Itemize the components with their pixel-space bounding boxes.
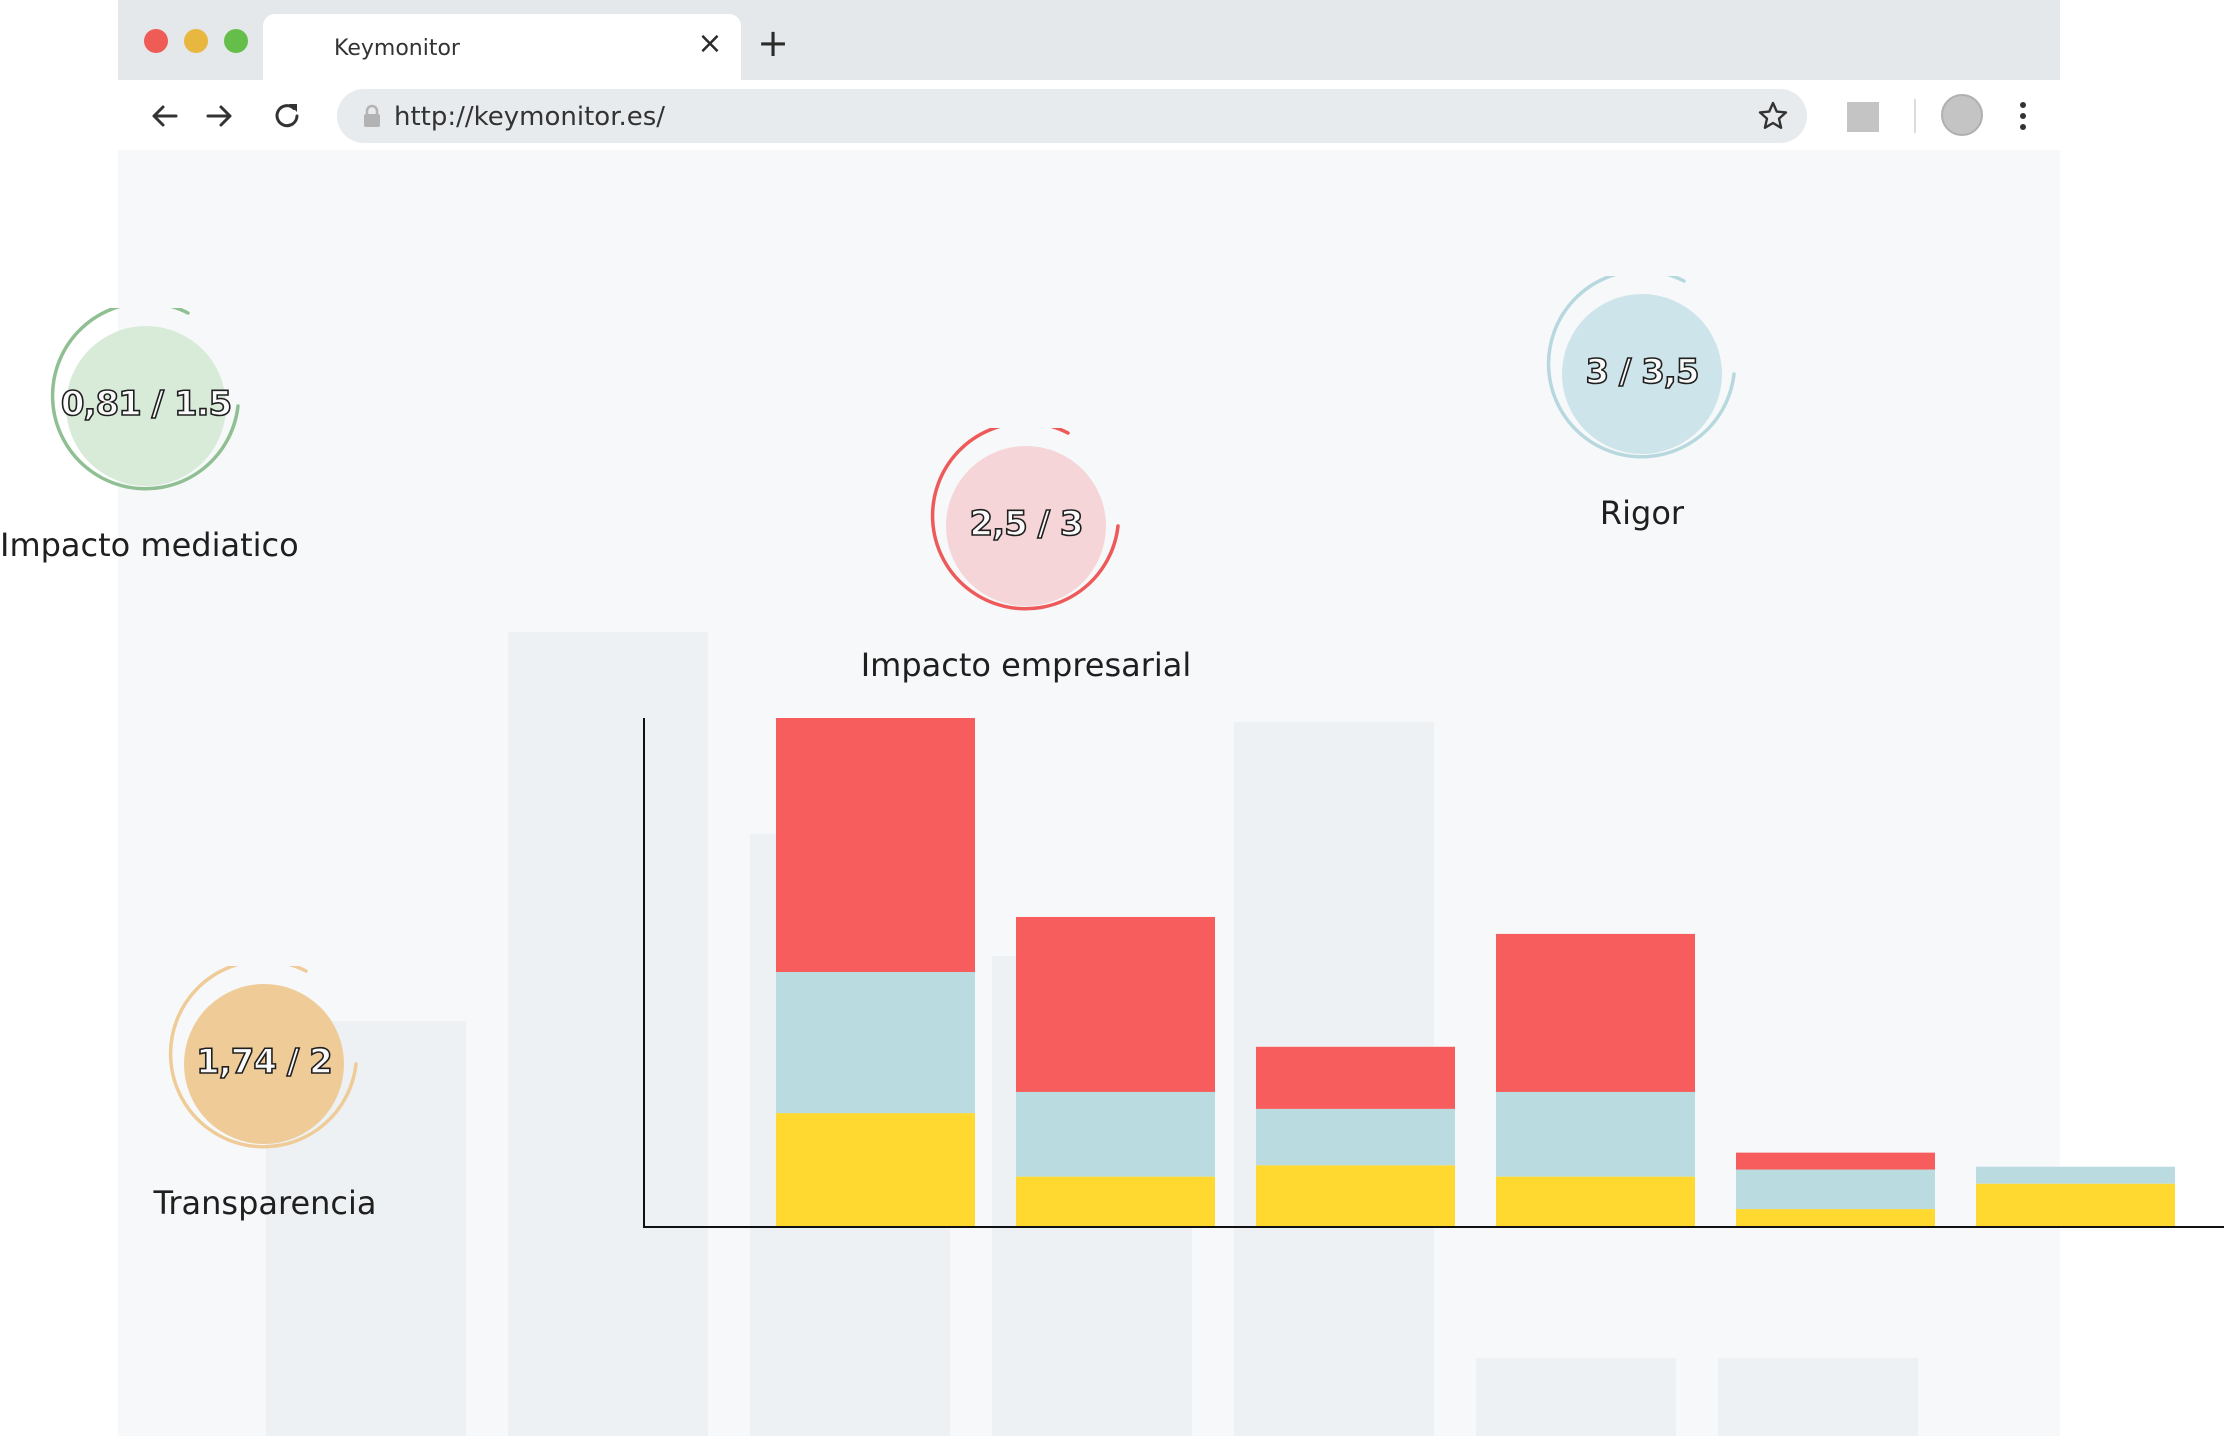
close-icon[interactable]: × bbox=[697, 26, 723, 61]
gauge-label: Rigor bbox=[1599, 494, 1685, 532]
url-text[interactable]: http://keymonitor.es/ bbox=[394, 102, 666, 132]
gauge-label: Impacto mediatico bbox=[0, 526, 299, 564]
gauge-impacto-mediatico: 0,81 / 1.5 bbox=[48, 308, 244, 504]
extension-icon[interactable] bbox=[1847, 102, 1879, 132]
gauge-ring bbox=[168, 966, 358, 1149]
gauge-ring bbox=[1546, 276, 1736, 459]
background-bar bbox=[1476, 1358, 1676, 1436]
gauge-transparencia: 1,74 / 2 bbox=[166, 966, 362, 1162]
reload-icon[interactable] bbox=[269, 98, 305, 134]
background-bar bbox=[508, 632, 708, 1436]
background-bar bbox=[992, 956, 1192, 1436]
background-bar bbox=[750, 834, 950, 1436]
background-bar bbox=[1234, 722, 1434, 1436]
gauge-ring bbox=[50, 308, 240, 491]
bookmark-star-icon[interactable] bbox=[1757, 100, 1789, 132]
gauge-value: 0,81 / 1.5 bbox=[60, 383, 233, 425]
background-bar bbox=[1718, 1358, 1918, 1436]
gauge-value: 2,5 / 3 bbox=[969, 503, 1085, 545]
lock-icon bbox=[364, 104, 380, 127]
browser-toolbar: http://keymonitor.es/ bbox=[118, 80, 2060, 150]
tab-bar: Keymonitor × + bbox=[118, 0, 2060, 80]
gauge-rigor: 3 / 3,5 bbox=[1544, 276, 1740, 472]
menu-kebab-icon[interactable] bbox=[2018, 100, 2028, 132]
plus-icon[interactable]: + bbox=[757, 21, 789, 65]
browser-window: Keymonitor × + http://keymonitor.es/ bbox=[118, 0, 2060, 1436]
gauge-impacto-empresarial: 2,5 / 3 bbox=[928, 428, 1124, 624]
profile-avatar[interactable] bbox=[1941, 94, 1983, 136]
gauge-label: Impacto empresarial bbox=[860, 646, 1192, 684]
tab-title: Keymonitor bbox=[334, 36, 460, 61]
address-bar[interactable]: http://keymonitor.es/ bbox=[337, 89, 1807, 143]
window-close-dot[interactable] bbox=[144, 29, 168, 53]
forward-arrow-icon[interactable] bbox=[202, 98, 238, 134]
toolbar-separator bbox=[1914, 99, 1916, 133]
window-maximize-dot[interactable] bbox=[224, 29, 248, 53]
tab-keymonitor[interactable]: Keymonitor × bbox=[263, 14, 741, 80]
gauge-value: 3 / 3,5 bbox=[1585, 351, 1701, 393]
gauge-label: Transparencia bbox=[153, 1184, 377, 1222]
gauge-value: 1,74 / 2 bbox=[195, 1041, 333, 1083]
back-arrow-icon[interactable] bbox=[146, 98, 182, 134]
gauge-ring bbox=[930, 428, 1120, 611]
window-minimize-dot[interactable] bbox=[184, 29, 208, 53]
page-content bbox=[118, 150, 2060, 1436]
